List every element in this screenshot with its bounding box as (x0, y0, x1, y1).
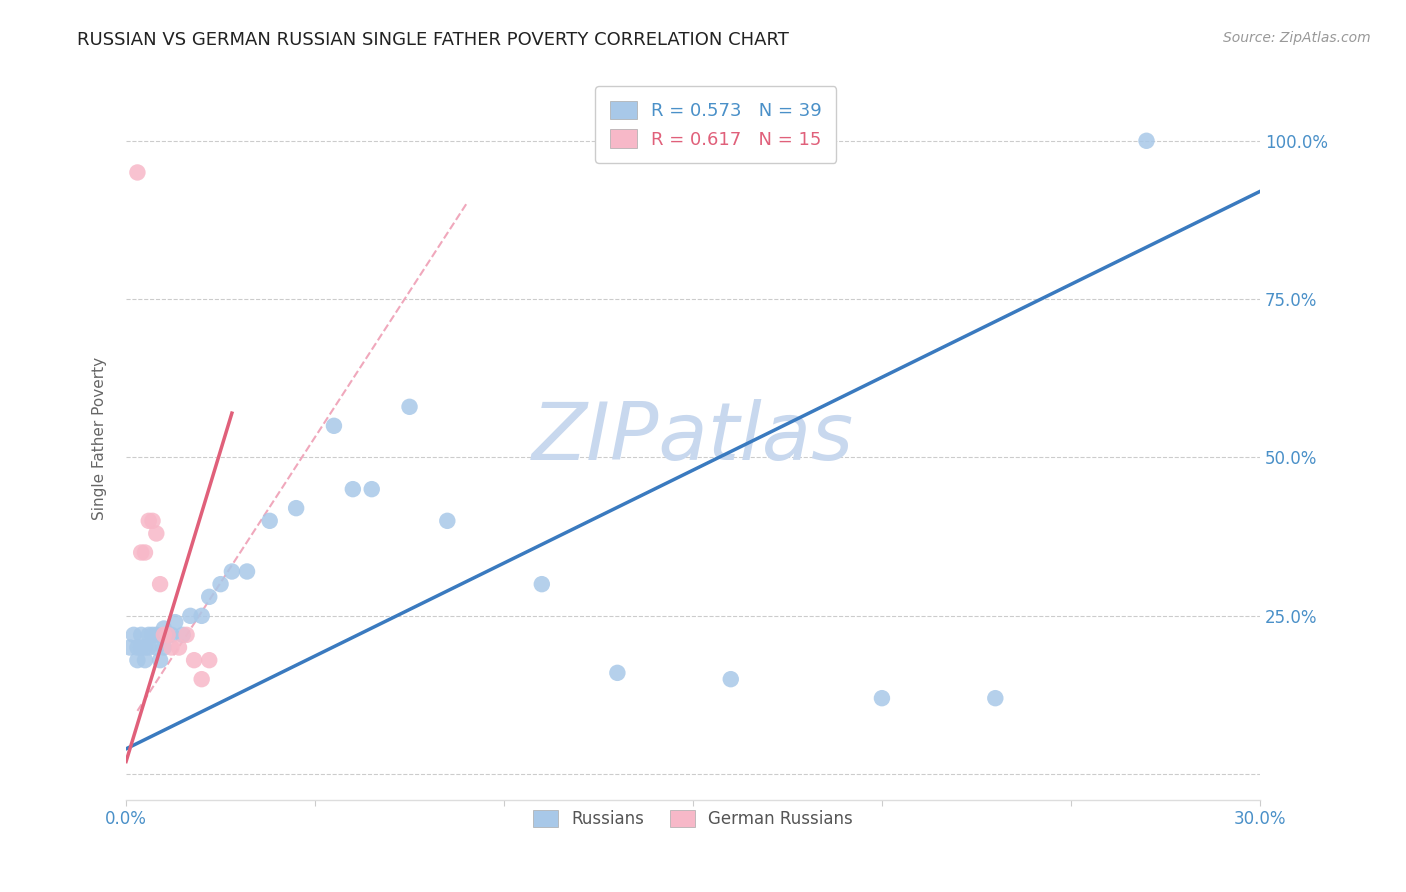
Point (134, 640, 156, 655)
Point (129, 628, 152, 642)
Point (138, 628, 160, 642)
Point (122, 628, 145, 642)
Point (134, 653, 156, 667)
Point (141, 514, 163, 528)
Point (870, 691, 893, 706)
Point (129, 545, 152, 559)
Point (720, 672, 742, 686)
Point (530, 577, 553, 591)
Point (259, 514, 281, 528)
Point (198, 653, 221, 667)
Point (179, 608, 201, 623)
Point (398, 400, 420, 414)
Point (138, 514, 160, 528)
Text: Source: ZipAtlas.com: Source: ZipAtlas.com (1223, 31, 1371, 45)
Point (149, 653, 172, 667)
Point (285, 501, 308, 516)
Point (153, 628, 176, 642)
Point (167, 640, 190, 655)
Point (436, 514, 458, 528)
Point (176, 628, 198, 642)
Point (127, 165, 149, 179)
Point (138, 640, 160, 655)
Point (156, 628, 179, 642)
Point (134, 545, 156, 559)
Point (183, 653, 205, 667)
Point (160, 640, 183, 655)
Point (209, 577, 232, 591)
Point (190, 672, 212, 686)
Point (127, 640, 149, 655)
Point (190, 608, 212, 623)
Point (984, 691, 1007, 706)
Point (145, 628, 167, 642)
Point (323, 418, 346, 433)
Point (165, 615, 187, 629)
Text: ZIPatlas: ZIPatlas (531, 400, 853, 477)
Point (153, 640, 176, 655)
Point (153, 622, 176, 636)
Point (1135, 134, 1157, 148)
Point (156, 628, 179, 642)
Point (149, 577, 172, 591)
Point (172, 628, 194, 642)
Text: RUSSIAN VS GERMAN RUSSIAN SINGLE FATHER POVERTY CORRELATION CHART: RUSSIAN VS GERMAN RUSSIAN SINGLE FATHER … (77, 31, 789, 49)
Point (606, 665, 628, 680)
Legend: Russians, German Russians: Russians, German Russians (527, 803, 859, 835)
Point (198, 590, 221, 604)
Point (118, 640, 141, 655)
Y-axis label: Single Father Poverty: Single Father Poverty (93, 357, 107, 520)
Point (141, 628, 163, 642)
Point (127, 653, 149, 667)
Point (221, 565, 243, 579)
Point (129, 640, 152, 655)
Point (160, 628, 183, 642)
Point (360, 482, 382, 496)
Point (145, 526, 167, 541)
Point (342, 482, 364, 496)
Point (145, 640, 167, 655)
Point (236, 565, 259, 579)
